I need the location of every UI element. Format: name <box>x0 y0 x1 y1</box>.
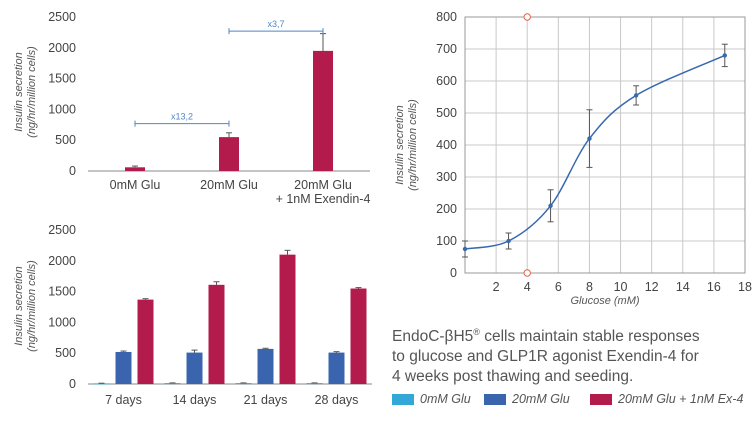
category-label: 0mM Glu <box>110 178 161 192</box>
bar <box>164 383 181 385</box>
y-tick-label: 200 <box>436 202 457 216</box>
y-tick-label: 1000 <box>48 315 76 329</box>
category-label: 21 days <box>244 393 288 407</box>
y-tick-label: 400 <box>436 138 457 152</box>
y-tick-label: 100 <box>436 234 457 248</box>
data-point <box>722 53 727 58</box>
category-label: 20mM Glu <box>294 178 352 192</box>
marker-circle <box>523 13 531 21</box>
category-label: 20mM Glu <box>200 178 258 192</box>
data-point <box>633 93 639 98</box>
x-tick-label: 14 <box>676 280 690 294</box>
y-tick-label: 300 <box>436 170 457 184</box>
caption-line-2: to glucose and GLP1R agonist Exendin-4 f… <box>392 348 699 366</box>
bar <box>115 351 132 384</box>
x-tick-label: 16 <box>707 280 721 294</box>
y-tick-label: 700 <box>436 42 457 56</box>
category-label: 14 days <box>173 393 217 407</box>
x-tick-label: 8 <box>586 280 593 294</box>
y-tick-label: 0 <box>450 266 457 280</box>
bar <box>328 352 345 384</box>
legend-item-0mm-glu: 0mM Glu <box>392 392 471 406</box>
legend-swatch-cyan <box>392 393 414 405</box>
data-point <box>548 203 553 208</box>
y-tick-label: 1500 <box>48 72 76 86</box>
category-label: 28 days <box>315 393 359 407</box>
y-tick-label: 600 <box>436 74 457 88</box>
bar <box>125 167 145 171</box>
y-tick-label: 1000 <box>48 102 76 116</box>
legend-label: 20mM Glu + 1nM Ex-4 <box>618 392 744 406</box>
y-tick-label: 2500 <box>48 10 76 24</box>
legend-item-20mm-glu-ex4: 20mM Glu + 1nM Ex-4 <box>590 392 743 406</box>
caption-line-1: EndoC-βH5® cells maintain stable respons… <box>392 327 700 346</box>
y-tick-label: 1500 <box>48 285 76 299</box>
legend-label: 20mM Glu <box>512 392 570 406</box>
y-tick-label: 2000 <box>48 41 76 55</box>
x-tick-label: 10 <box>614 280 628 294</box>
x-tick-label: 12 <box>645 280 659 294</box>
bar <box>350 288 367 384</box>
x-tick-label: 18 <box>738 280 752 294</box>
bar <box>257 348 274 384</box>
legend: 0mM Glu 20mM Glu 20mM Glu + 1nM Ex-4 <box>392 392 754 410</box>
category-label: 7 days <box>105 393 142 407</box>
data-point <box>587 136 592 141</box>
x-tick-label: 2 <box>493 280 500 294</box>
bar <box>219 137 239 171</box>
category-label: + 1nM Exendin-4 <box>276 192 371 206</box>
bar <box>235 383 252 385</box>
y-tick-label: 0 <box>69 377 76 391</box>
y-tick-label: 500 <box>55 133 76 147</box>
legend-label: 0mM Glu <box>420 392 471 406</box>
y-tick-label: 800 <box>436 10 457 24</box>
y-tick-label: 0 <box>69 164 76 178</box>
data-point <box>506 238 511 244</box>
data-point <box>462 246 468 252</box>
bar <box>208 284 225 384</box>
plot-frame <box>464 16 746 274</box>
legend-item-20mm-glu: 20mM Glu <box>484 392 570 406</box>
x-tick-label: 4 <box>524 280 531 294</box>
y-tick-label: 2000 <box>48 254 76 268</box>
y-tick-label: 2500 <box>48 223 76 237</box>
bar <box>137 299 154 384</box>
y-axis-label: Insulin secretion(ng/hr/million cells) <box>13 260 38 352</box>
caption-line-3: 4 weeks post thawing and seeding. <box>392 368 634 386</box>
bar <box>279 254 296 384</box>
y-tick-label: 500 <box>55 346 76 360</box>
bar <box>186 352 203 384</box>
y-axis-label: Insulin secretion(ng/hr/million cells) <box>394 99 419 191</box>
legend-swatch-crimson <box>590 393 612 405</box>
figure-caption: EndoC-βH5® cells maintain stable respons… <box>392 322 752 387</box>
bar <box>93 383 110 385</box>
x-axis-label: Glucose (mM) <box>570 295 639 307</box>
bar <box>306 383 323 385</box>
legend-swatch-blue <box>484 393 506 405</box>
dose-response-line <box>464 54 726 250</box>
marker-circle <box>523 269 531 277</box>
bar <box>313 50 333 171</box>
y-axis-label: Insulin secretion(ng/hr/million cells) <box>13 46 38 138</box>
fold-change-label: x13,2 <box>171 112 193 122</box>
x-tick-label: 6 <box>555 280 562 294</box>
fold-change-label: x3,7 <box>267 19 284 29</box>
y-tick-label: 500 <box>436 106 457 120</box>
